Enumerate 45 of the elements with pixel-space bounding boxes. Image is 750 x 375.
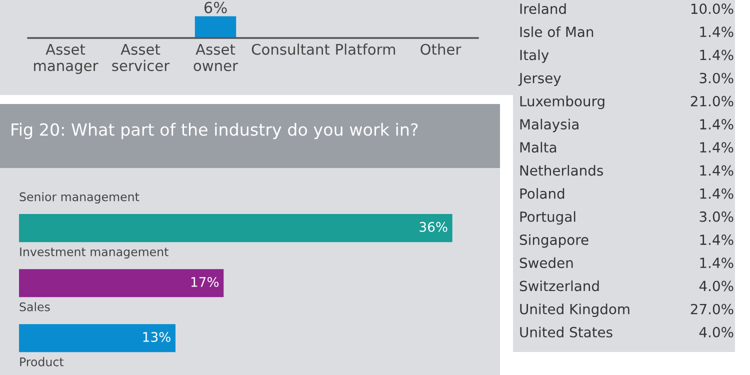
text: 1.4% bbox=[700, 26, 734, 38]
category-label: Italy bbox=[520, 49, 549, 63]
category-label: Sweden bbox=[520, 257, 573, 268]
category-label: Netherlands bbox=[520, 164, 603, 176]
x-tick-label: Asset servicer bbox=[112, 44, 170, 72]
category-label: Isle of Man bbox=[520, 26, 594, 38]
text: 3.0% bbox=[700, 72, 734, 84]
x-tick-label: Asset manager bbox=[34, 44, 98, 74]
text: 1.4% bbox=[700, 119, 734, 130]
category-label: Poland bbox=[520, 188, 564, 199]
y-tick-label: Sales bbox=[20, 302, 50, 312]
data-label: 13% bbox=[143, 332, 170, 342]
category-label: Portugal bbox=[520, 211, 576, 225]
data-label: 17% bbox=[191, 276, 219, 287]
text: 10.0% bbox=[691, 4, 734, 14]
text: 1.4% bbox=[700, 165, 734, 176]
text: 1.4% bbox=[700, 50, 734, 60]
text: 4.0% bbox=[699, 326, 734, 338]
category-label: Malta bbox=[520, 142, 556, 153]
text: 1.4% bbox=[700, 258, 734, 268]
text: 1.4% bbox=[700, 142, 734, 153]
y-tick-label: Senior management bbox=[20, 192, 140, 204]
x-tick-label: Other bbox=[420, 44, 462, 55]
text: 21.0% bbox=[690, 96, 734, 106]
category-label: Malaysia bbox=[520, 118, 578, 132]
category-label: Ireland bbox=[520, 3, 566, 14]
data-label: 6% bbox=[204, 2, 227, 14]
category-label: Switzerland bbox=[520, 280, 599, 292]
text: 1.4% bbox=[700, 234, 734, 246]
category-label: United Kingdom bbox=[520, 304, 630, 318]
x-tick-label: Platform bbox=[336, 44, 396, 55]
x-tick-label: Consultant bbox=[252, 44, 330, 55]
category-label: Jersey bbox=[518, 73, 561, 86]
data-label: 36% bbox=[420, 222, 448, 232]
text: 27.0% bbox=[690, 304, 734, 314]
category-label: Luxembourg bbox=[520, 96, 604, 110]
x-tick-label: Asset owner bbox=[194, 44, 238, 72]
y-tick-label: Investment management bbox=[20, 247, 168, 259]
category-label: United States bbox=[520, 326, 612, 338]
chart-title: Fig 20: What part of the industry do you work in? bbox=[12, 122, 418, 140]
category-label: Singapore bbox=[520, 234, 588, 248]
y-tick-label: Product bbox=[20, 357, 64, 366]
text: 1.4% bbox=[700, 188, 734, 199]
text: 3.0% bbox=[700, 211, 734, 222]
text: 4.0% bbox=[699, 280, 734, 292]
